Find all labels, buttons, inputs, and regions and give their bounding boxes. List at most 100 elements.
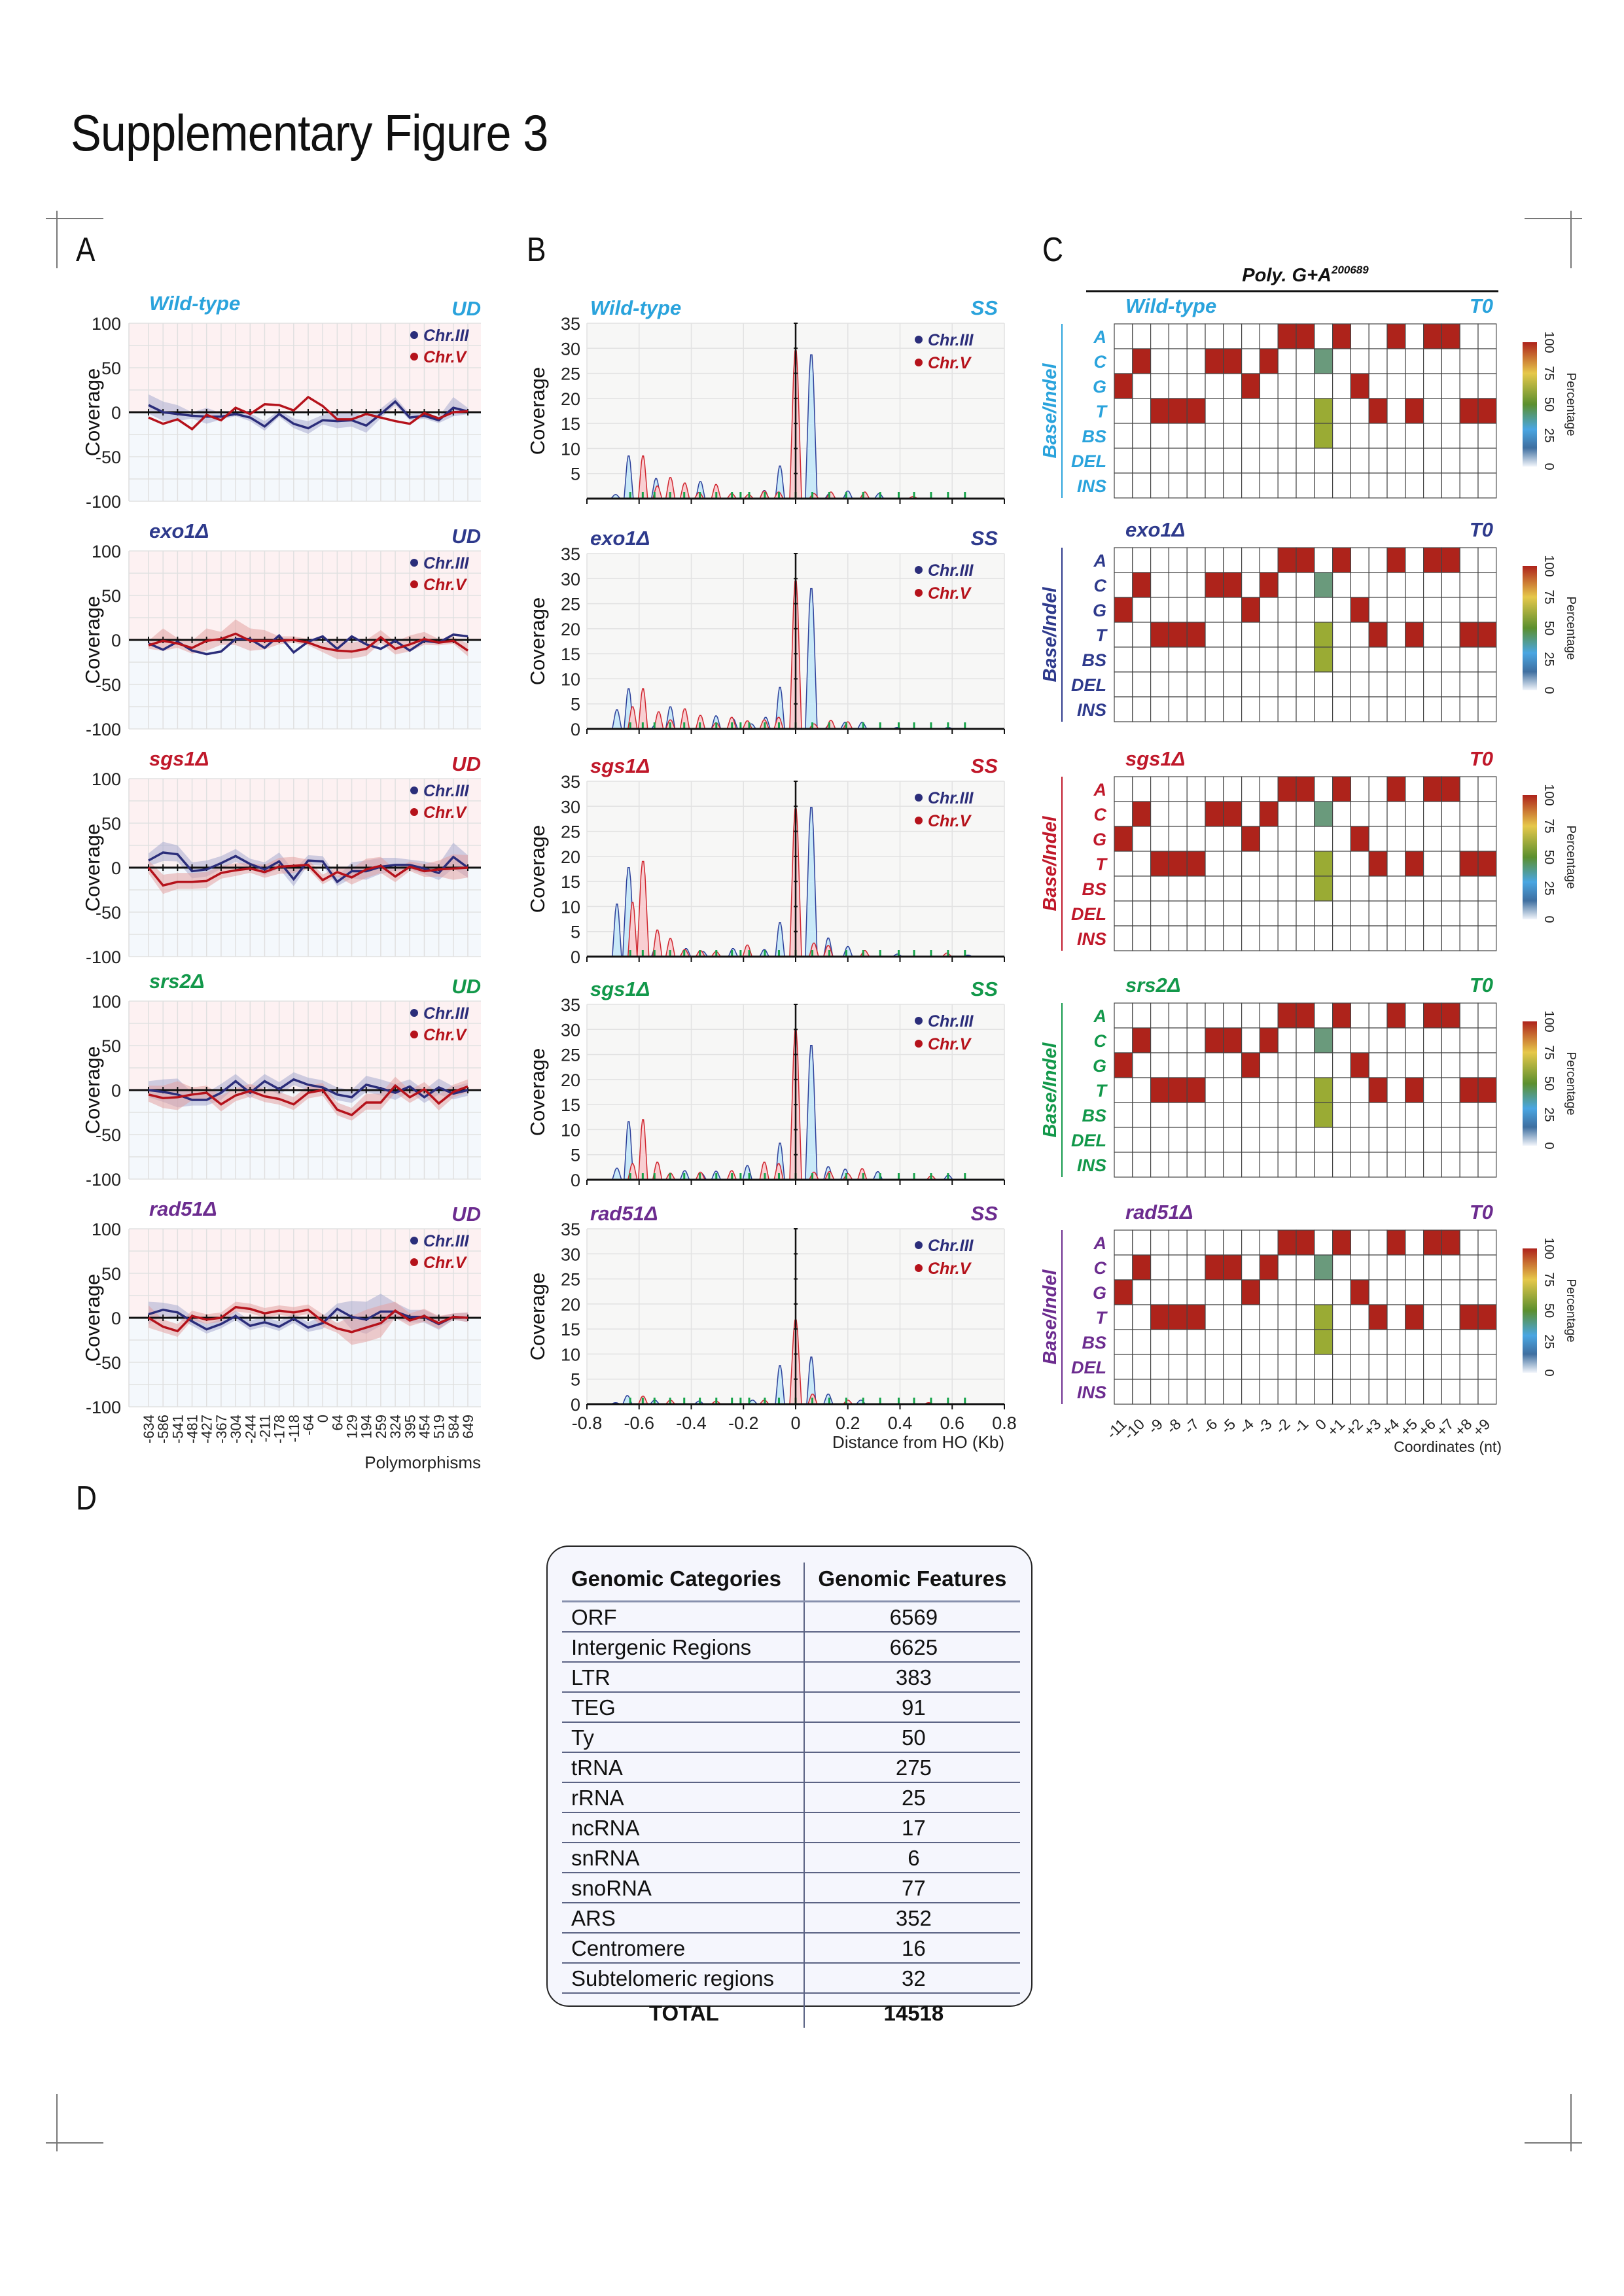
heatmap-cell bbox=[1423, 572, 1443, 598]
heatmap-cell bbox=[1114, 597, 1133, 623]
heatmap-cell bbox=[1259, 622, 1279, 648]
legend-label-chr3: Chr.III bbox=[423, 782, 470, 800]
heatmap-cell bbox=[1459, 423, 1479, 449]
heatmap-cell bbox=[1423, 1354, 1443, 1380]
subplot-title: Wild-type bbox=[590, 296, 681, 319]
heatmap-cell bbox=[1296, 1279, 1315, 1305]
series-line-chr5 bbox=[148, 1084, 468, 1117]
heatmap-cell bbox=[1386, 448, 1406, 474]
heatmap-cell bbox=[1241, 1329, 1260, 1355]
heatmap-cell bbox=[1405, 1254, 1424, 1280]
heatmap-cell bbox=[1423, 348, 1443, 374]
heatmap-cell bbox=[1114, 646, 1133, 673]
heatmap-cell bbox=[1114, 1254, 1133, 1280]
heatmap-cell bbox=[1296, 925, 1315, 951]
heatmap-cell bbox=[1368, 1002, 1388, 1029]
panel-a-chart-0: 100 50 0 -50 -100 Coverage Chr.III Chr.V Wild-ty… bbox=[81, 292, 481, 512]
heatmap-cell bbox=[1332, 448, 1351, 474]
y-tick-label: 100 bbox=[92, 992, 121, 1012]
heatmap-cell bbox=[1477, 1027, 1497, 1053]
heatmap-cell bbox=[1314, 1102, 1333, 1128]
row-label: A bbox=[1093, 1006, 1107, 1026]
heatmap-cell bbox=[1423, 925, 1443, 951]
x-tick-label: -367 bbox=[213, 1415, 230, 1443]
y-tick-label: 30 bbox=[561, 797, 580, 817]
colorbar-tick-label: 50 bbox=[1542, 1076, 1556, 1091]
heatmap-cell bbox=[1441, 925, 1460, 951]
heatmap-cell bbox=[1114, 323, 1133, 349]
heatmap-cell bbox=[1368, 572, 1388, 598]
x-tick-label: -118 bbox=[286, 1415, 302, 1442]
heatmap-cell bbox=[1368, 776, 1388, 802]
y-tick-label: 35 bbox=[561, 995, 580, 1015]
heatmap-cell bbox=[1132, 696, 1152, 722]
y-tick-label: 0 bbox=[111, 858, 121, 878]
colorbar-label: Percentage bbox=[1564, 1051, 1578, 1115]
heatmap-cell bbox=[1386, 646, 1406, 673]
x-tick-label: +9 bbox=[1470, 1415, 1494, 1439]
heatmap-cell bbox=[1168, 572, 1188, 598]
heatmap-cell bbox=[1259, 1002, 1279, 1029]
heatmap-cell bbox=[1459, 925, 1479, 951]
category-cell: Ty bbox=[562, 1722, 805, 1753]
row-axis-label: Base/Indel bbox=[1040, 587, 1061, 682]
heatmap-cell bbox=[1277, 622, 1297, 648]
heatmap-cell bbox=[1441, 671, 1460, 698]
heatmap-cell bbox=[1186, 1304, 1206, 1330]
y-tick-label: 30 bbox=[561, 1245, 580, 1264]
heatmap-cell bbox=[1132, 1077, 1152, 1103]
category-cell: snoRNA bbox=[562, 1873, 805, 1903]
heatmap-cell bbox=[1459, 1052, 1479, 1078]
heatmap-cell bbox=[1205, 671, 1224, 698]
legend-dot-chr3 bbox=[915, 794, 923, 802]
heatmap-cell bbox=[1477, 1229, 1497, 1256]
colorbar-tick-label: 100 bbox=[1542, 555, 1556, 576]
legend-label-chr5: Chr.V bbox=[423, 1026, 468, 1044]
heatmap-cell bbox=[1459, 448, 1479, 474]
row-label: T bbox=[1096, 1308, 1108, 1328]
subplot-title: sgs1Δ bbox=[590, 754, 650, 777]
category-cell: Intergenic Regions bbox=[562, 1632, 805, 1663]
heatmap-cell bbox=[1186, 597, 1206, 623]
heatmap-cell bbox=[1441, 875, 1460, 902]
heatmap-cell bbox=[1477, 323, 1497, 349]
heatmap-cell bbox=[1259, 1304, 1279, 1330]
colorbar-tick-label: 50 bbox=[1542, 850, 1556, 864]
x-tick-label: -178 bbox=[272, 1415, 288, 1443]
heatmap-cell bbox=[1186, 1052, 1206, 1078]
heatmap-header: Poly. G+A200689 bbox=[1242, 264, 1369, 286]
y-axis-label: Coverage bbox=[526, 1048, 549, 1136]
heatmap-cell bbox=[1386, 1002, 1406, 1029]
y-tick-label: 0 bbox=[111, 631, 121, 650]
series-line-chr5 bbox=[147, 864, 468, 887]
subplot-tag: T0 bbox=[1470, 974, 1493, 997]
heatmap-cell bbox=[1332, 323, 1351, 349]
heatmap-cell bbox=[1368, 547, 1388, 573]
y-tick-label: 25 bbox=[561, 822, 580, 842]
heatmap-cell bbox=[1386, 1077, 1406, 1103]
legend-label-chr5: Chr.V bbox=[423, 348, 468, 366]
subplot-tag: SS bbox=[971, 527, 998, 550]
heatmap-cell bbox=[1150, 1354, 1169, 1380]
heatmap-cell bbox=[1241, 572, 1260, 598]
heatmap-cell bbox=[1205, 348, 1224, 374]
heatmap-cell bbox=[1277, 851, 1297, 877]
heatmap-cell bbox=[1477, 622, 1497, 648]
feature-count-cell: 17 bbox=[803, 1812, 1020, 1843]
y-tick-label: 0 bbox=[571, 947, 580, 967]
heatmap-cell bbox=[1332, 1127, 1351, 1153]
chr5-error-band bbox=[149, 1076, 468, 1121]
heatmap-cell bbox=[1241, 671, 1260, 698]
heatmap-cell bbox=[1114, 826, 1133, 852]
category-cell: TEG bbox=[562, 1692, 805, 1723]
heatmap-cell bbox=[1223, 900, 1243, 927]
heatmap-cell bbox=[1241, 646, 1260, 673]
heatmap-cell bbox=[1241, 1279, 1260, 1305]
heatmap-cell bbox=[1314, 1304, 1333, 1330]
heatmap-cell bbox=[1386, 1027, 1406, 1053]
row-label: A bbox=[1093, 1233, 1107, 1253]
heatmap-cell bbox=[1205, 1279, 1224, 1305]
heatmap-cell bbox=[1241, 1354, 1260, 1380]
heatmap-cell bbox=[1241, 423, 1260, 449]
heatmap-cell bbox=[1223, 1152, 1243, 1178]
